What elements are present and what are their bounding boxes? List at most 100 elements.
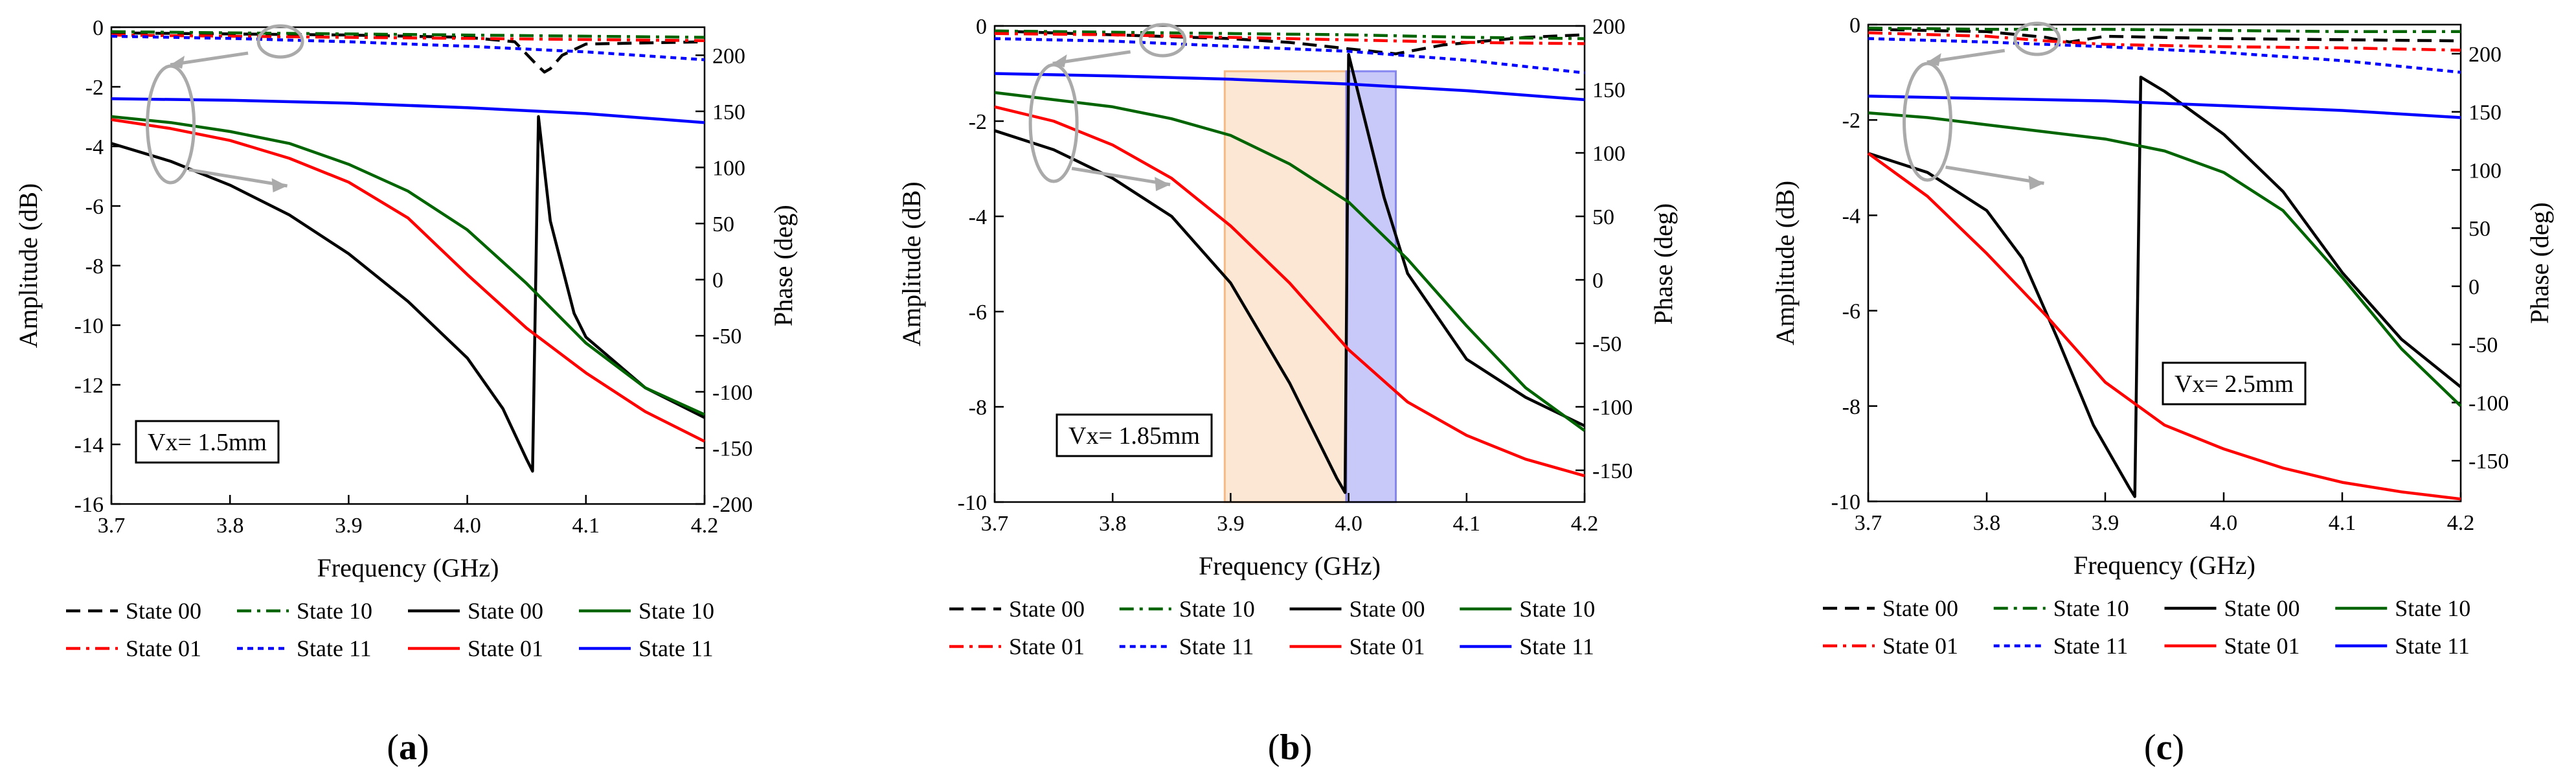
x-axis-label: Frequency (GHz) xyxy=(317,553,499,582)
x-tick-label: 3.9 xyxy=(2092,511,2119,535)
shaded-band xyxy=(1223,70,1348,503)
y2-axis-label: Phase (deg) xyxy=(1649,203,1678,325)
y2-tick-label: -50 xyxy=(1592,332,1621,356)
phase-group-arrow xyxy=(170,51,249,67)
phase-series-line xyxy=(994,37,1585,74)
y2-tick-label: 0 xyxy=(712,269,723,293)
legend-label: State 00 xyxy=(1009,596,1085,622)
y-axis-label: Amplitude (dB) xyxy=(897,181,926,346)
phase-series-line xyxy=(111,30,705,39)
phase-series-line xyxy=(111,33,705,43)
y-tick-label: -8 xyxy=(969,396,987,420)
x-tick-label: 3.9 xyxy=(335,514,363,538)
arrow-head xyxy=(2028,176,2044,190)
amplitude-series-line xyxy=(994,91,1586,432)
y-tick-label: -4 xyxy=(969,205,987,229)
y2-tick-label: 50 xyxy=(1592,205,1614,229)
x-axis-label: Frequency (GHz) xyxy=(1199,551,1381,580)
caption-part: ( xyxy=(387,727,399,768)
legend-label: State 00 xyxy=(468,598,543,624)
legend-label: State 01 xyxy=(1350,634,1425,659)
y2-tick-label: -150 xyxy=(712,437,752,461)
legend-label: State 10 xyxy=(1179,596,1255,622)
y2-tick-label: 150 xyxy=(712,100,745,124)
amplitude-group-arrow xyxy=(1945,165,2044,185)
amplitude-group-ellipse xyxy=(1903,62,1952,182)
legend-label: State 10 xyxy=(297,598,372,624)
x-tick-label: 4.1 xyxy=(572,514,600,538)
y2-axis-label: Phase (deg) xyxy=(2525,202,2554,324)
y2-tick-label: -100 xyxy=(2469,391,2509,415)
amplitude-series-line xyxy=(1868,111,2462,407)
phase-group-arrow xyxy=(1052,50,1131,65)
y-tick-label: -4 xyxy=(1842,204,1860,228)
x-tick-label: 4.0 xyxy=(2210,511,2238,535)
legend-label: State 00 xyxy=(1350,596,1425,622)
amplitude-group-arrow xyxy=(188,168,288,188)
y2-tick-label: 50 xyxy=(712,212,734,236)
x-tick-label: 3.9 xyxy=(1217,512,1245,536)
arrow-head xyxy=(1155,177,1171,191)
phase-series-line xyxy=(994,32,1585,45)
legend-label: State 01 xyxy=(2224,633,2300,659)
y-tick-label: -2 xyxy=(969,110,987,134)
legend-label: State 11 xyxy=(2395,633,2470,659)
amplitude-series-line xyxy=(994,52,1585,494)
y2-tick-label: 0 xyxy=(2469,275,2480,299)
annotation-box xyxy=(1056,413,1213,457)
x-tick-label: 3.7 xyxy=(981,512,1009,536)
y2-tick-label: 100 xyxy=(1592,142,1625,166)
amplitude-group-ellipse xyxy=(1028,63,1079,183)
y2-tick-label: -100 xyxy=(1592,396,1633,420)
amplitude-series-line xyxy=(994,105,1585,477)
legend-label: State 01 xyxy=(1009,634,1085,659)
legend-label: State 00 xyxy=(2224,595,2300,621)
x-tick-label: 3.7 xyxy=(1855,511,1882,535)
y2-tick-label: -50 xyxy=(712,325,741,349)
legend-label: State 10 xyxy=(2053,595,2129,621)
phase-series-line xyxy=(1868,27,2461,34)
legend-label: State 11 xyxy=(297,635,372,661)
caption-part: ) xyxy=(1300,727,1313,768)
x-tick-label: 4.2 xyxy=(1571,512,1599,536)
panel-caption: (c) xyxy=(2144,727,2184,768)
y-tick-label: -4 xyxy=(85,135,104,159)
y2-tick-label: 50 xyxy=(2469,217,2491,241)
phase-group-ellipse xyxy=(1139,23,1187,58)
y2-tick-label: 200 xyxy=(2469,43,2502,67)
legend-label: State 11 xyxy=(1179,634,1254,659)
y-tick-label: -10 xyxy=(74,314,104,338)
amplitude-series-line xyxy=(111,115,706,473)
x-tick-label: 4.1 xyxy=(2329,511,2356,535)
amplitude-series-line xyxy=(111,97,705,124)
legend-label: State 10 xyxy=(1519,596,1595,622)
y2-tick-label: -200 xyxy=(712,493,752,517)
y2-axis-label: Phase (deg) xyxy=(769,205,798,326)
legend-label: State 01 xyxy=(126,635,201,661)
phase-group-arrow xyxy=(1926,49,2005,64)
y-tick-label: -12 xyxy=(74,374,104,398)
chart-panel-a: 3.7 3.8 3.9 4.0 4.1 4.2 0 -2 -4 -6 -8 -10 -12 -14 -16 2… xyxy=(14,16,798,768)
panel-caption: (b) xyxy=(1268,727,1312,768)
phase-group-ellipse xyxy=(2013,21,2061,56)
y2-tick-label: 100 xyxy=(2469,159,2502,183)
legend-label: State 01 xyxy=(1882,633,1958,659)
y-axis-label: Amplitude (dB) xyxy=(14,183,43,348)
legend-label: State 01 xyxy=(468,635,543,661)
phase-series-line xyxy=(111,34,705,62)
x-tick-label: 4.2 xyxy=(2447,511,2475,535)
phase-series-line xyxy=(1868,27,2461,44)
caption-part: c xyxy=(2156,727,2173,768)
y2-tick-label: 200 xyxy=(1592,15,1625,39)
y-tick-label: -16 xyxy=(74,493,104,517)
legend-label: State 11 xyxy=(1519,634,1594,659)
amplitude-series-line xyxy=(1868,75,2462,498)
y-tick-label: -10 xyxy=(1831,490,1860,514)
y2-tick-label: 0 xyxy=(1592,269,1603,293)
y-tick-label: -2 xyxy=(1842,109,1860,133)
legend-label: State 11 xyxy=(2053,633,2129,659)
x-axis-label: Frequency (GHz) xyxy=(2073,551,2255,580)
x-tick-label: 4.0 xyxy=(453,514,481,538)
chart-panel-c: 3.7 3.8 3.9 4.0 4.1 4.2 0 -2 -4 -6 -8 -10 200 150 100 5… xyxy=(1770,14,2554,768)
